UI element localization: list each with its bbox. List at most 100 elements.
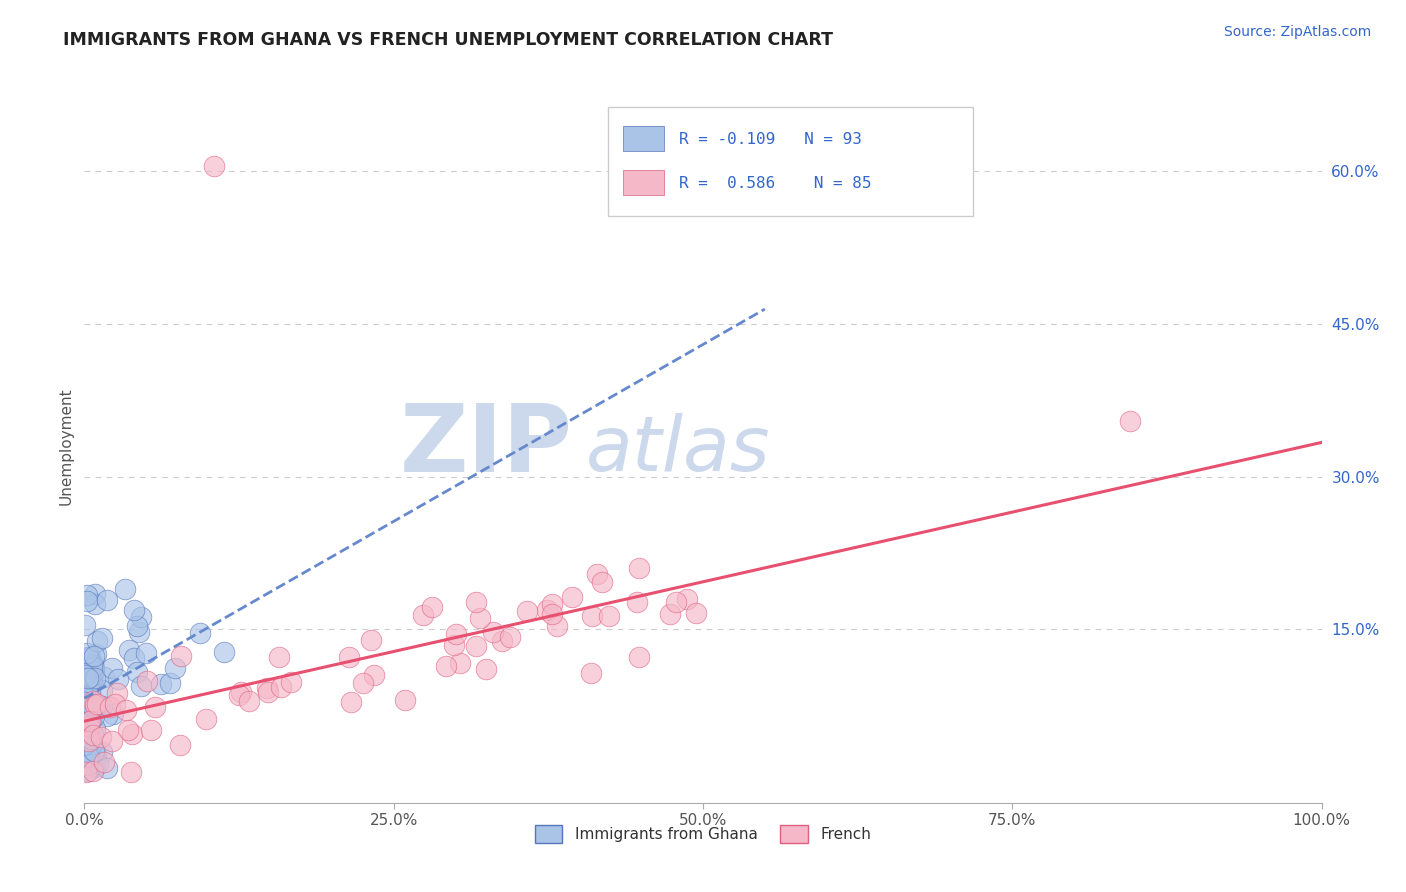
Point [83,587,105,601]
Point [73,738,96,752]
Point [77,749,100,764]
Point [83,760,105,774]
Point [685,606,707,620]
Point [475,662,498,676]
Point [1119,413,1142,427]
Point [125,665,148,679]
Point [98,700,121,714]
Point [75,667,97,681]
Point [541,607,564,621]
Text: Source: ZipAtlas.com: Source: ZipAtlas.com [1223,25,1371,39]
Point [150,677,173,691]
Point [101,734,124,748]
Point [76,665,98,679]
Point [73,667,96,681]
Point [73,617,96,632]
Point [75,695,97,709]
Point [143,699,166,714]
Point [77,747,100,762]
Point [82,694,104,708]
Point [83,708,105,723]
Point [499,630,522,644]
Point [84,698,107,712]
Point [79,662,101,676]
Point [141,723,163,738]
Point [93,755,115,769]
Point [470,611,492,625]
Point [76,691,98,706]
Point [82,728,104,742]
Point [91,682,114,697]
Point [169,739,191,753]
Point [76,589,98,603]
Point [117,723,139,738]
Point [238,693,260,707]
Point [118,643,141,657]
Point [80,731,103,746]
Point [93,670,115,684]
Point [77,671,100,685]
Point [231,685,253,699]
Point [124,603,146,617]
Point [77,723,100,738]
Point [270,680,292,694]
Point [491,634,513,648]
Point [169,648,191,663]
Point [129,609,152,624]
Point [86,634,108,648]
Point [75,714,97,729]
Point [76,665,98,680]
Point [165,661,187,675]
Point [82,658,104,673]
Point [79,714,101,728]
Point [598,609,620,624]
Point [363,668,385,682]
Point [228,688,250,702]
Point [79,650,101,665]
Point [256,685,278,699]
Point [77,719,100,733]
Point [100,661,122,675]
Point [449,656,471,670]
Point [96,709,118,723]
Point [104,697,127,711]
Bar [623,127,664,152]
Point [76,764,98,779]
Point [77,649,100,664]
Point [75,765,97,780]
Text: IMMIGRANTS FROM GHANA VS FRENCH UNEMPLOYMENT CORRELATION CHART: IMMIGRANTS FROM GHANA VS FRENCH UNEMPLOY… [63,31,834,49]
Point [79,713,101,727]
Point [337,650,360,665]
Point [84,647,107,661]
Point [75,690,97,705]
Point [84,722,107,736]
Point [82,764,104,778]
Point [465,595,488,609]
Point [77,731,100,746]
Point [627,650,650,665]
Point [481,624,503,639]
Point [83,661,105,675]
Point [77,676,100,690]
Point [561,590,583,604]
Point [586,566,609,581]
Point [267,649,290,664]
Point [659,607,682,621]
Point [76,677,98,691]
Point [121,727,143,741]
Point [75,706,97,721]
Point [96,593,118,607]
Point [194,712,217,726]
Point [91,698,114,713]
Point [665,595,688,609]
Point [83,671,105,685]
Point [579,665,602,680]
Point [80,737,103,751]
Point [82,706,104,720]
Point [135,646,157,660]
Point [79,667,101,681]
Point [80,701,103,715]
Point [76,729,98,743]
Point [82,660,104,674]
Point [83,597,105,611]
